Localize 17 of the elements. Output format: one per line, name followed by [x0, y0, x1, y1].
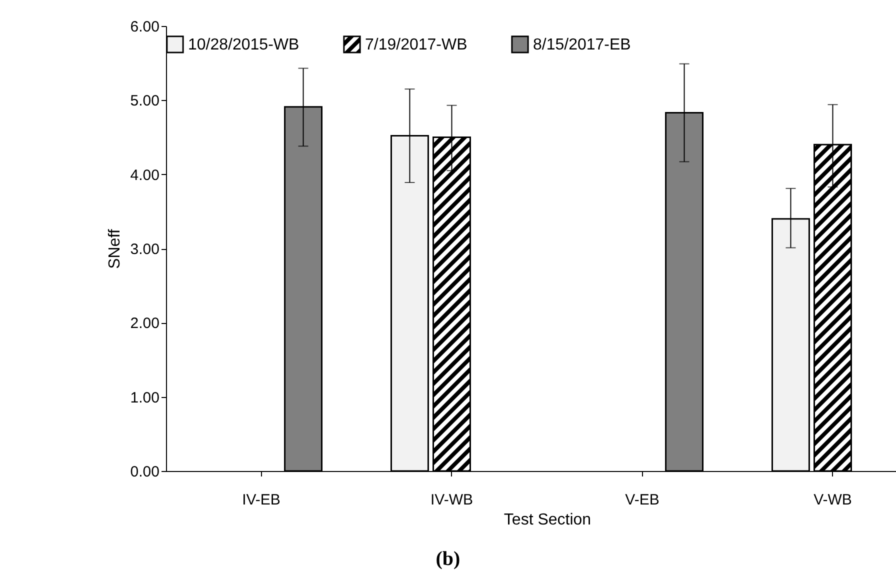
y-tick-label: 3.00 [130, 241, 160, 258]
y-tick-label: 4.00 [130, 166, 160, 184]
text: (b) [434, 548, 462, 571]
x-axis-title: Test Section [504, 512, 592, 528]
legend-label: 8/15/2017-EB [533, 36, 631, 54]
y-tick-label: 5.00 [130, 92, 160, 110]
y-tick-label: 0.00 [130, 464, 160, 480]
y-tick-label: 6.00 [130, 18, 160, 36]
x-tick-label: V-EB [625, 492, 660, 508]
x-tick-label: IV-EB [242, 492, 280, 508]
y-tick-label: 1.00 [130, 389, 160, 406]
legend-label: 10/28/2015-WB [188, 36, 300, 54]
x-tick-label: V-WB [814, 492, 852, 508]
y-tick-label: 2.00 [130, 315, 160, 332]
y-axis-title: SNeff [106, 228, 124, 269]
x-tick-label: IV-WB [430, 492, 474, 508]
legend-label: 7/19/2017-WB [365, 36, 468, 54]
